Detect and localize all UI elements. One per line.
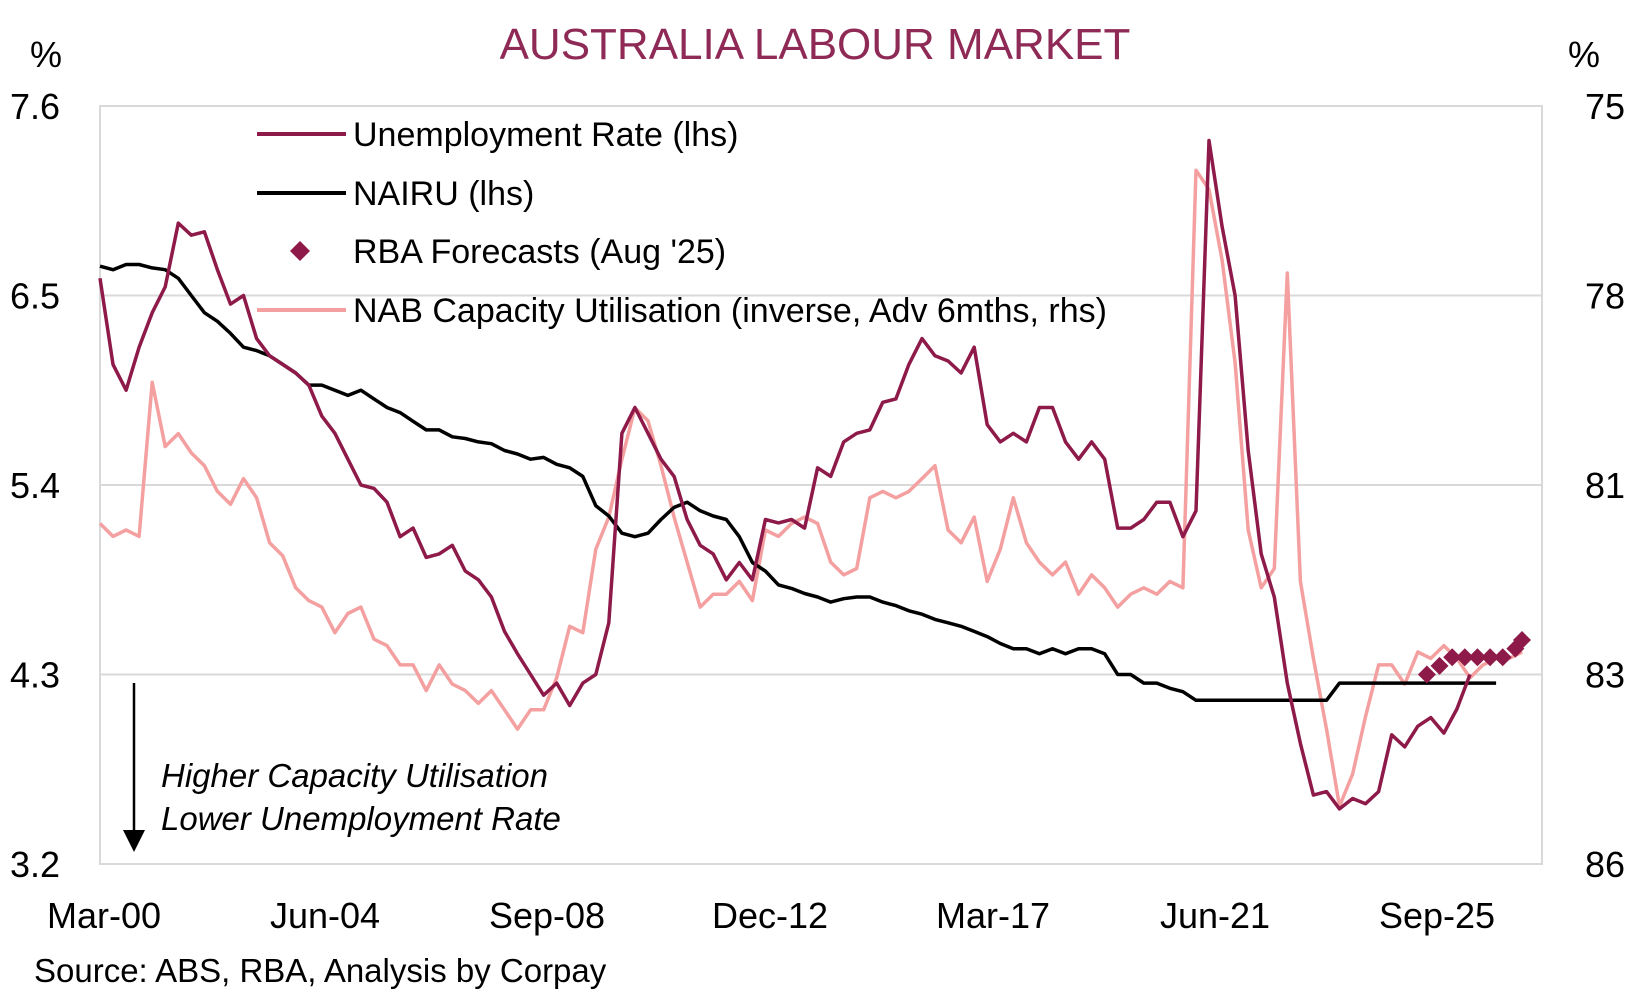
forecast-marker: [1468, 648, 1487, 667]
x-tick-label: Sep-08: [489, 895, 605, 936]
series-layer: [98, 138, 1531, 811]
x-tick-label: Sep-25: [1379, 895, 1495, 936]
x-tick-label: Jun-21: [1160, 895, 1270, 936]
forecast-marker: [1417, 665, 1436, 684]
left-tick-label: 4.3: [10, 655, 60, 696]
annotation: Higher Capacity Utilisation Lower Unempl…: [123, 683, 561, 852]
x-tick-label: Mar-17: [936, 895, 1050, 936]
forecast-marker: [1481, 648, 1500, 667]
source-note: Source: ABS, RBA, Analysis by Corpay: [34, 952, 607, 989]
legend: Unemployment Rate (lhs) NAIRU (lhs) RBA …: [257, 116, 1107, 330]
legend-label-unemployment: Unemployment Rate (lhs): [353, 116, 738, 154]
forecast-marker: [1493, 648, 1512, 667]
annotation-arrow-head: [123, 830, 145, 852]
annotation-line-1: Higher Capacity Utilisation: [161, 757, 548, 794]
forecast-marker: [1513, 631, 1531, 650]
left-tick-label: 6.5: [10, 276, 60, 317]
x-axis-ticks: Mar-00 Jun-04 Sep-08 Dec-12 Mar-17 Jun-21 Sep-…: [47, 895, 1495, 936]
chart-title: AUSTRALIA LABOUR MARKET: [500, 20, 1131, 69]
right-tick-label: 78: [1585, 276, 1625, 317]
left-tick-label: 3.2: [10, 844, 60, 885]
legend-label-capacity: NAB Capacity Utilisation (inverse, Adv 6…: [353, 292, 1107, 330]
left-tick-label: 7.6: [10, 86, 60, 127]
x-tick-label: Dec-12: [712, 895, 828, 936]
x-tick-label: Jun-04: [270, 895, 380, 936]
series-line-capacity-utilisation: [98, 168, 1523, 808]
legend-label-forecast: RBA Forecasts (Aug '25): [353, 233, 726, 271]
right-tick-label: 75: [1585, 86, 1625, 127]
x-tick-label: Mar-00: [47, 895, 161, 936]
series-forecast-markers: [1417, 631, 1531, 684]
right-axis-ticks: 75 78 81 83 86: [1585, 86, 1625, 885]
legend-label-nairu: NAIRU (lhs): [353, 175, 534, 213]
forecast-marker: [1455, 648, 1474, 667]
right-tick-label: 83: [1585, 655, 1625, 696]
forecast-marker: [1430, 656, 1449, 675]
right-tick-label: 81: [1585, 465, 1625, 506]
right-tick-label: 86: [1585, 844, 1625, 885]
series-line-unemployment-rate: [98, 138, 1472, 811]
right-axis-unit: %: [1568, 34, 1600, 75]
left-axis-unit: %: [30, 34, 62, 75]
left-tick-label: 5.4: [10, 465, 60, 506]
annotation-line-2: Lower Unemployment Rate: [161, 800, 561, 837]
legend-marker-forecast: [290, 241, 310, 261]
forecast-marker: [1443, 648, 1462, 667]
gridlines: [100, 294, 1542, 676]
left-axis-ticks: 7.6 6.5 5.4 4.3 3.2: [10, 86, 60, 885]
